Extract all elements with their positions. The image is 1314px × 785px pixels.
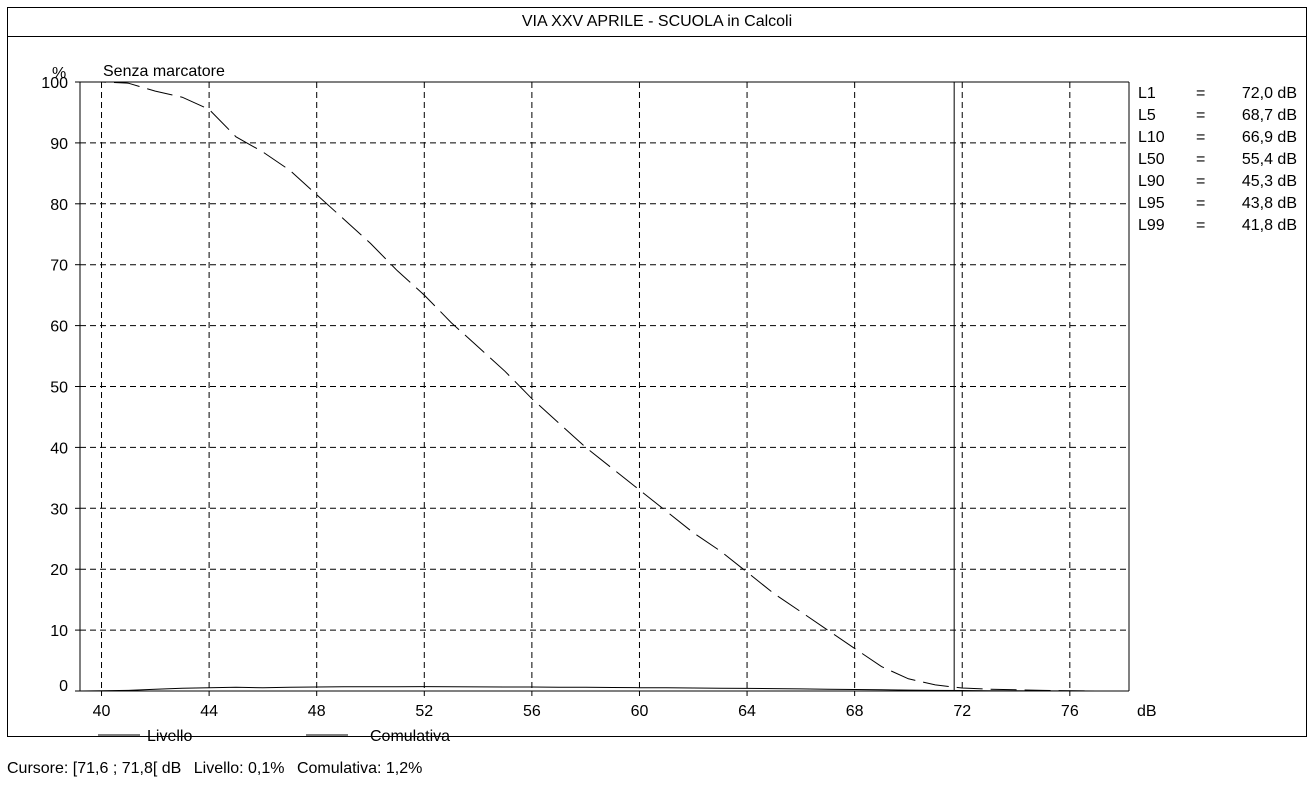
legend-label-livello: Livello — [147, 728, 192, 745]
stat-value: 72,0 dB — [1242, 85, 1297, 102]
chart-title: VIA XXV APRILE - SCUOLA in Calcoli — [7, 7, 1307, 37]
stat-value: 41,8 dB — [1242, 217, 1297, 234]
stat-label: L50 — [1138, 151, 1165, 168]
y-tick-label: 100 — [41, 75, 68, 92]
stat-eq: = — [1196, 151, 1205, 168]
stat-eq: = — [1196, 107, 1205, 124]
chart-subtitle: Senza marcatore — [103, 63, 225, 80]
cursor-readout: Cursore: [71,6 ; 71,8[ dB Livello: 0,1% … — [7, 760, 430, 778]
x-tick-label: 68 — [846, 703, 864, 720]
cursor-range: Cursore: [71,6 ; 71,8[ dB — [7, 760, 182, 777]
statistics-panel: L1 = 72,0 dB L5 = 68,7 dB L10 = 66,9 dB L50 = 55,4 … — [1138, 85, 1297, 234]
series-layer — [79, 81, 1129, 692]
stat-eq: = — [1196, 195, 1205, 212]
x-tick-label: 60 — [631, 703, 649, 720]
stat-value: 45,3 dB — [1242, 173, 1297, 190]
stat-label: L95 — [1138, 195, 1165, 212]
stat-eq: = — [1196, 85, 1205, 102]
x-tick-label: 48 — [308, 703, 326, 720]
y-axis-label: % — [52, 65, 66, 82]
series-line-comulativa — [80, 81, 1129, 692]
cursor-livello: Livello: 0,1% — [193, 760, 285, 777]
stat-label: L5 — [1138, 107, 1156, 124]
y-tick-label: 70 — [50, 258, 68, 275]
stat-label: L1 — [1138, 85, 1156, 102]
x-axis-label: dB — [1137, 703, 1157, 720]
x-tick-label: 72 — [953, 703, 971, 720]
y-tick-label: 90 — [50, 136, 68, 153]
stat-label: L99 — [1138, 217, 1165, 234]
stat-value: 55,4 dB — [1242, 151, 1297, 168]
stat-value: 43,8 dB — [1242, 195, 1297, 212]
y-tick-label: 10 — [50, 623, 68, 640]
x-tick-label: 52 — [415, 703, 433, 720]
x-tick-label: 40 — [93, 703, 111, 720]
axis-layer: 40 44 48 52 56 60 64 68 72 76 0 10 20 30 40 50 60 70 80 90 1… — [41, 63, 1156, 720]
legend: Livello Comulativa — [98, 728, 450, 745]
y-tick-label: 0 — [59, 678, 68, 695]
x-tick-label: 76 — [1061, 703, 1079, 720]
cursor-comulativa: Comulativa: 1,2% — [296, 760, 423, 777]
series-line-livello — [79, 686, 1129, 692]
x-tick-label: 44 — [200, 703, 218, 720]
stat-eq: = — [1196, 217, 1205, 234]
stat-value: 68,7 dB — [1242, 107, 1297, 124]
x-tick-label: 56 — [523, 703, 541, 720]
chart-frame — [7, 7, 1307, 737]
y-tick-label: 20 — [50, 562, 68, 579]
y-tick-label: 60 — [50, 319, 68, 336]
legend-label-comulativa: Comulativa — [370, 728, 450, 745]
y-tick-label: 40 — [50, 440, 68, 457]
y-tick-label: 30 — [50, 501, 68, 518]
y-tick-label: 50 — [50, 380, 68, 397]
stat-label: L90 — [1138, 173, 1165, 190]
grid-layer — [80, 82, 1129, 691]
x-tick-label: 64 — [738, 703, 756, 720]
stat-eq: = — [1196, 173, 1205, 190]
stat-value: 66,9 dB — [1242, 129, 1297, 146]
stat-label: L10 — [1138, 129, 1165, 146]
y-tick-label: 80 — [50, 197, 68, 214]
stat-eq: = — [1196, 129, 1205, 146]
